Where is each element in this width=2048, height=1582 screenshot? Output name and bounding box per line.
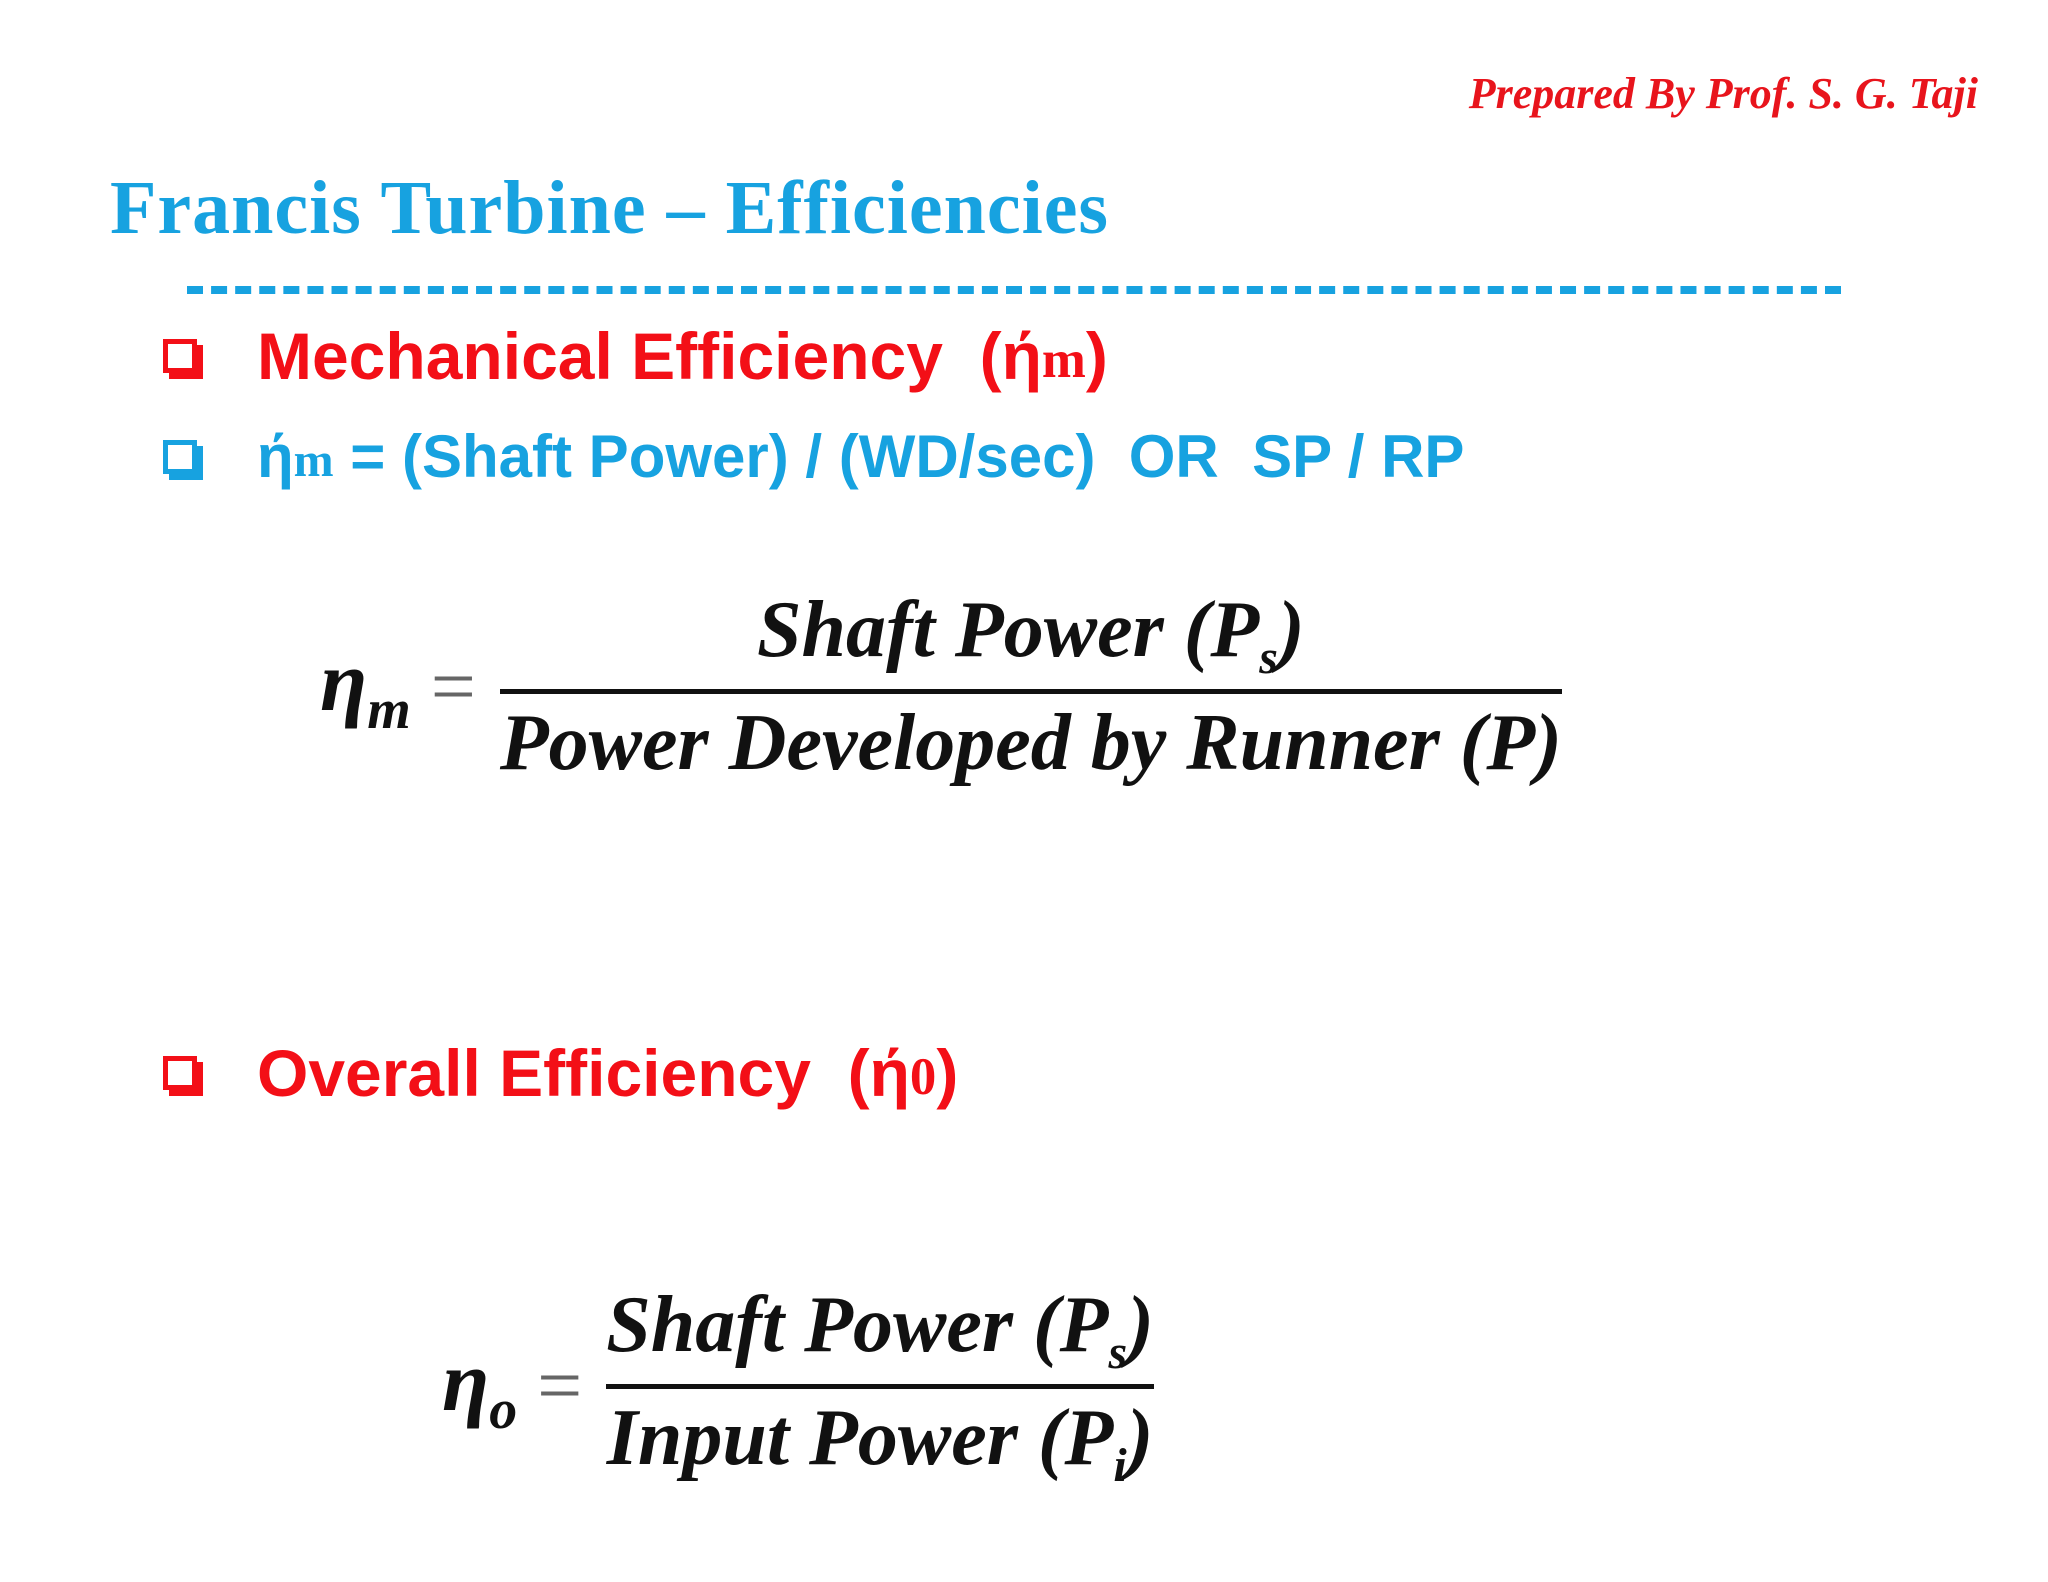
- fraction-bar: [606, 1384, 1154, 1389]
- sub: s: [1259, 631, 1278, 684]
- bullet-text: ή: [257, 423, 294, 490]
- numerator: Shaft Power (Ps): [757, 585, 1305, 685]
- bullet-sub: m: [293, 433, 334, 487]
- text: ): [1126, 1394, 1154, 1482]
- checkbox-icon: [163, 339, 197, 373]
- numerator: Shaft Power (Ps): [606, 1280, 1154, 1380]
- symbol: η: [320, 633, 368, 730]
- denominator: Input Power (Pi): [607, 1393, 1154, 1493]
- bullet-text: Overall Efficiency (ή: [257, 1036, 910, 1110]
- symbol: η: [442, 1332, 490, 1429]
- formula-lhs: ηm: [320, 631, 411, 742]
- sub: i: [1113, 1439, 1127, 1492]
- equals: =: [430, 642, 476, 731]
- bullet-text: ): [1085, 319, 1108, 393]
- symbol-sub: m: [367, 679, 411, 742]
- text: ): [1127, 1281, 1154, 1369]
- text: Shaft Power (P: [757, 586, 1260, 674]
- bullet-text: = (Shaft Power) / (WD/sec) OR SP / RP: [333, 423, 1465, 490]
- bullet-text: ): [936, 1036, 959, 1110]
- formula: ηm = Shaft Power (Ps) Power Developed by…: [320, 585, 1562, 789]
- formula: ηo = Shaft Power (Ps) Input Power (Pi): [442, 1280, 1154, 1493]
- bullet: Mechanical Efficiency (ή m): [163, 318, 1108, 394]
- equals: =: [537, 1342, 583, 1430]
- bullet-text: Mechanical Efficiency (ή: [257, 319, 1042, 393]
- text: Input Power (P: [606, 1394, 1114, 1482]
- bullet-sub: m: [1041, 331, 1086, 390]
- bullet: Overall Efficiency (ή 0): [163, 1035, 958, 1111]
- fraction: Shaft Power (Ps) Input Power (Pi): [606, 1280, 1154, 1493]
- formula-lhs: ηo: [442, 1331, 517, 1442]
- slide-title: Francis Turbine – Efficiencies: [110, 166, 1109, 250]
- sub: s: [1108, 1326, 1128, 1379]
- checkbox-icon: [163, 1056, 197, 1090]
- text: ): [1277, 586, 1305, 674]
- symbol-sub: o: [489, 1379, 518, 1442]
- bullet-sub: 0: [909, 1048, 937, 1107]
- credit: Prepared By Prof. S. G. Taji: [1468, 69, 1978, 118]
- text: Shaft Power (P: [606, 1281, 1109, 1369]
- dashed-rule: [187, 286, 1841, 294]
- fraction: Shaft Power (Ps) Power Developed by Runn…: [499, 585, 1562, 789]
- denominator: Power Developed by Runner (P): [499, 699, 1562, 787]
- fraction-bar: [499, 689, 1562, 694]
- checkbox-icon: [163, 439, 197, 474]
